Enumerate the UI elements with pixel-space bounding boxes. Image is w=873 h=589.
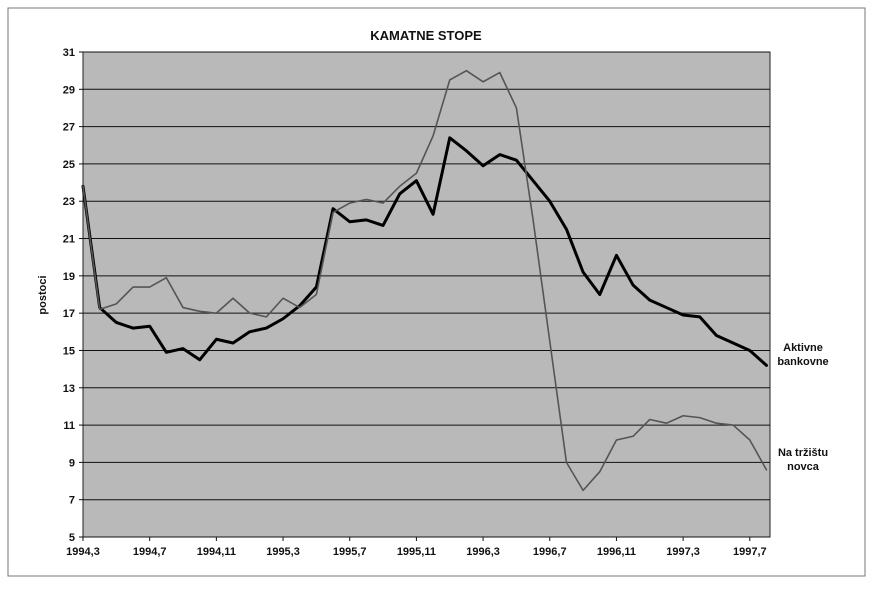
y-tick-label: 31 [63, 47, 75, 59]
y-tick-label: 27 [63, 122, 75, 134]
series-label: Aktivne bankovne [777, 342, 829, 369]
y-tick-label: 13 [63, 383, 75, 395]
series-line [81, 136, 768, 367]
plot-area [82, 51, 771, 538]
x-tick-label: 1996,11 [597, 546, 636, 558]
y-tick-label: 7 [69, 495, 75, 507]
y-tick-label: 29 [63, 84, 75, 96]
series-line [82, 69, 768, 492]
y-tick-label: 25 [63, 159, 75, 171]
frame [7, 7, 866, 577]
x-tick-label: 1994,11 [197, 546, 236, 558]
chart-title: KAMATNE STOPE [370, 28, 482, 43]
y-axis-label: postoci [37, 275, 49, 314]
y-tick-label: 15 [63, 345, 75, 357]
y-tick-label: 11 [63, 420, 75, 432]
y-tick-label: 23 [63, 196, 75, 208]
x-tick-label: 1994,7 [133, 546, 167, 558]
x-tick-label: 1994,3 [66, 546, 100, 558]
series-label: Na tržištu novca [777, 446, 829, 473]
y-tick-label: 9 [69, 457, 75, 469]
x-tick-label: 1997,7 [733, 546, 767, 558]
x-tick-label: 1997,3 [666, 546, 700, 558]
y-tick-label: 21 [63, 234, 75, 246]
x-tick-label: 1996,3 [466, 546, 500, 558]
y-tick-label: 19 [63, 271, 75, 283]
x-tick-label: 1995,3 [266, 546, 300, 558]
x-tick-label: 1995,7 [333, 546, 367, 558]
x-tick-label: 1995,11 [397, 546, 436, 558]
y-tick-label: 5 [69, 532, 75, 544]
x-tick-label: 1996,7 [533, 546, 567, 558]
y-tick-label: 17 [63, 308, 75, 320]
